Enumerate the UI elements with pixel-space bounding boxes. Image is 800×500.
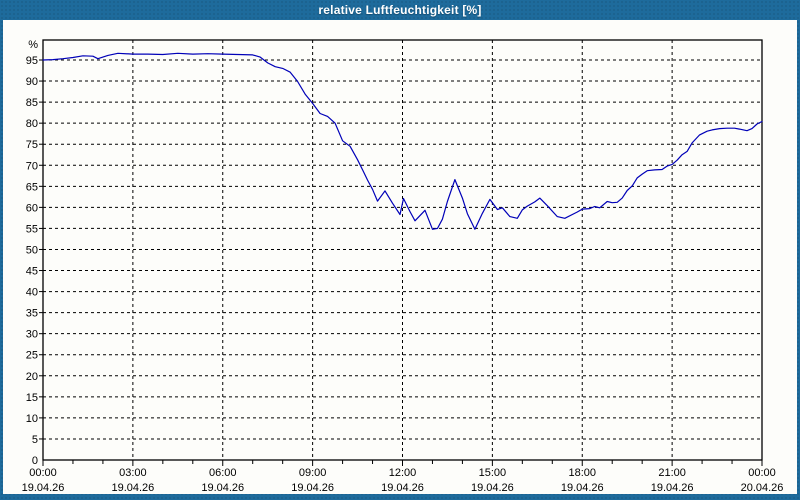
svg-text:40: 40 [26,287,38,299]
svg-text:15: 15 [26,392,38,404]
svg-text:45: 45 [26,266,38,278]
x-time-label: 09:00 [299,467,327,479]
x-date-label: 19.04.26 [651,482,694,494]
y-tick-labels: 5 10 15 20 25 30 35 40 45 50 55 60 65 70 75 80 85 90 95 0 [26,55,38,467]
humidity-line-chart: 5 10 15 20 25 30 35 40 45 50 55 60 65 70 75 80 85 90 95 0 0… [22,39,784,494]
x-time-label: 00:00 [748,467,776,479]
svg-text:65: 65 [26,181,38,193]
x-tick-labels: 00:00 19.04.26 03:00 19.04.26 06:00 19.04.26 0… [22,467,784,494]
svg-text:5: 5 [32,434,38,446]
humidity-series-line [42,52,763,230]
y-axis-unit-label: % [28,39,38,51]
svg-text:0: 0 [32,455,38,467]
x-time-label: 21:00 [658,467,686,479]
svg-text:55: 55 [26,223,38,235]
x-time-label: 12:00 [389,467,417,479]
svg-text:10: 10 [26,413,38,425]
x-date-label: 19.04.26 [291,482,334,494]
x-gridlines [132,40,673,460]
svg-text:75: 75 [26,139,38,151]
chart-area: 5 10 15 20 25 30 35 40 45 50 55 60 65 70 75 80 85 90 95 0 0… [3,20,797,494]
x-time-label: 00:00 [29,467,57,479]
svg-text:60: 60 [26,202,38,214]
x-date-label: 19.04.26 [381,482,424,494]
x-date-label: 20.04.26 [741,482,784,494]
svg-text:85: 85 [26,97,38,109]
window-title-bar[interactable]: relative Luftfeuchtigkeit [%] [0,0,800,20]
window-title: relative Luftfeuchtigkeit [%] [318,3,482,17]
y-ticks [39,59,43,440]
svg-text:30: 30 [26,329,38,341]
svg-text:70: 70 [26,160,38,172]
svg-text:25: 25 [26,350,38,362]
svg-text:50: 50 [26,244,38,256]
x-date-label: 19.04.26 [22,482,65,494]
x-ticks [42,460,763,466]
x-date-label: 19.04.26 [201,482,244,494]
svg-text:90: 90 [26,76,38,88]
svg-text:80: 80 [26,118,38,130]
x-date-label: 19.04.26 [561,482,604,494]
svg-text:20: 20 [26,371,38,383]
svg-text:95: 95 [26,55,38,67]
x-time-label: 03:00 [119,467,147,479]
x-date-label: 19.04.26 [111,482,154,494]
svg-text:35: 35 [26,308,38,320]
x-date-label: 19.04.26 [471,482,514,494]
x-time-label: 15:00 [479,467,507,479]
x-time-label: 18:00 [568,467,596,479]
x-time-label: 06:00 [209,467,237,479]
